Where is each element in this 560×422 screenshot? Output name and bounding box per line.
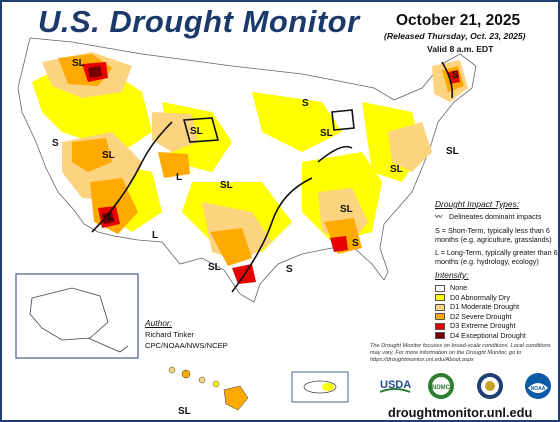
site-url[interactable]: droughtmonitor.unl.edu xyxy=(388,405,533,420)
usda-logo: USDA xyxy=(378,374,412,396)
legend-row: None xyxy=(435,283,467,293)
label-s-ca: S xyxy=(52,138,59,149)
intensity-title: Intensity: xyxy=(435,270,469,280)
ndmc-logo: NDMC xyxy=(427,372,455,400)
label-s-mn: S xyxy=(302,98,309,109)
noaa-logo: NOAA xyxy=(524,372,552,400)
legend-swatch xyxy=(435,303,445,311)
impact-long-term: L = Long-Term, typically greater than 6 … xyxy=(435,248,558,266)
impact-boundaries xyxy=(91,61,454,293)
label-sl-plains: SL xyxy=(190,126,203,137)
label-s-la: S xyxy=(286,264,293,275)
impact-delineates-row: 〰 Delineates dominant impacts xyxy=(435,212,558,221)
legend-swatch xyxy=(435,313,445,321)
label-l-nm: L xyxy=(152,230,158,241)
valid-time: Valid 8 a.m. EDT xyxy=(427,44,494,54)
legend-label: D0 Abnormally Dry xyxy=(450,292,510,302)
legend-label: D3 Extreme Drought xyxy=(450,321,516,330)
hawaii-inset: SL xyxy=(168,366,249,417)
label-sl-nw: SL xyxy=(72,58,85,69)
legend-swatch xyxy=(435,284,445,292)
legend-row: D1 Moderate Drought xyxy=(435,302,519,312)
impact-delineates-label: Delineates dominant impacts xyxy=(449,212,542,221)
author-org: CPC/NOAA/NWS/NCEP xyxy=(145,341,228,350)
label-sl-west: SL xyxy=(102,150,115,161)
label-sl-ohio: SL xyxy=(390,164,403,175)
legend-row: D4 Exceptional Drought xyxy=(435,331,526,341)
impact-types-title: Drought Impact Types: xyxy=(435,199,520,209)
label-sl-se: SL xyxy=(340,204,353,215)
legend-row: D2 Severe Drought xyxy=(435,312,512,322)
d4-areas xyxy=(88,66,114,224)
impact-short-term: S = Short-Term, typically less than 6 mo… xyxy=(435,226,552,244)
author-title: Author: xyxy=(145,318,173,328)
legend-swatch xyxy=(435,332,445,340)
disclaimer-note: The Drought Monitor focuses on broad-sca… xyxy=(370,343,551,363)
label-sl-ne: SL xyxy=(446,146,459,157)
legend-label: D2 Severe Drought xyxy=(450,311,512,321)
label-sl-hawaii: SL xyxy=(178,406,191,417)
report-date: October 21, 2025 xyxy=(396,12,521,29)
legend-swatch xyxy=(435,322,445,330)
legend-row: D3 Extreme Drought xyxy=(435,321,516,331)
author-name: Richard Tinker xyxy=(145,330,194,339)
boundary-line-icon: 〰 xyxy=(435,212,443,221)
legend-label: D1 Moderate Drought xyxy=(450,302,520,311)
alaska-shape xyxy=(29,287,109,341)
svg-text:USDA: USDA xyxy=(380,379,411,391)
legend-swatch xyxy=(435,294,445,302)
legend-label: None xyxy=(450,283,468,292)
label-sl-central: SL xyxy=(220,180,233,191)
page-title: U.S. Drought Monitor xyxy=(38,4,360,39)
legend-label: D4 Exceptional Drought xyxy=(450,330,526,340)
release-date: (Released Thursday, Oct. 23, 2025) xyxy=(384,31,526,41)
label-s-maine: S xyxy=(452,70,459,81)
label-sl-texas: SL xyxy=(208,262,221,273)
commerce-seal-logo xyxy=(476,372,504,400)
svg-text:NOAA: NOAA xyxy=(531,386,546,392)
svg-text:NDMC: NDMC xyxy=(432,385,451,391)
label-l-co: L xyxy=(176,172,182,183)
label-s-ga: S xyxy=(352,238,359,249)
label-sl-mi: SL xyxy=(320,128,333,139)
label-l-sw: L xyxy=(108,212,114,223)
legend-row: D0 Abnormally Dry xyxy=(435,293,510,303)
